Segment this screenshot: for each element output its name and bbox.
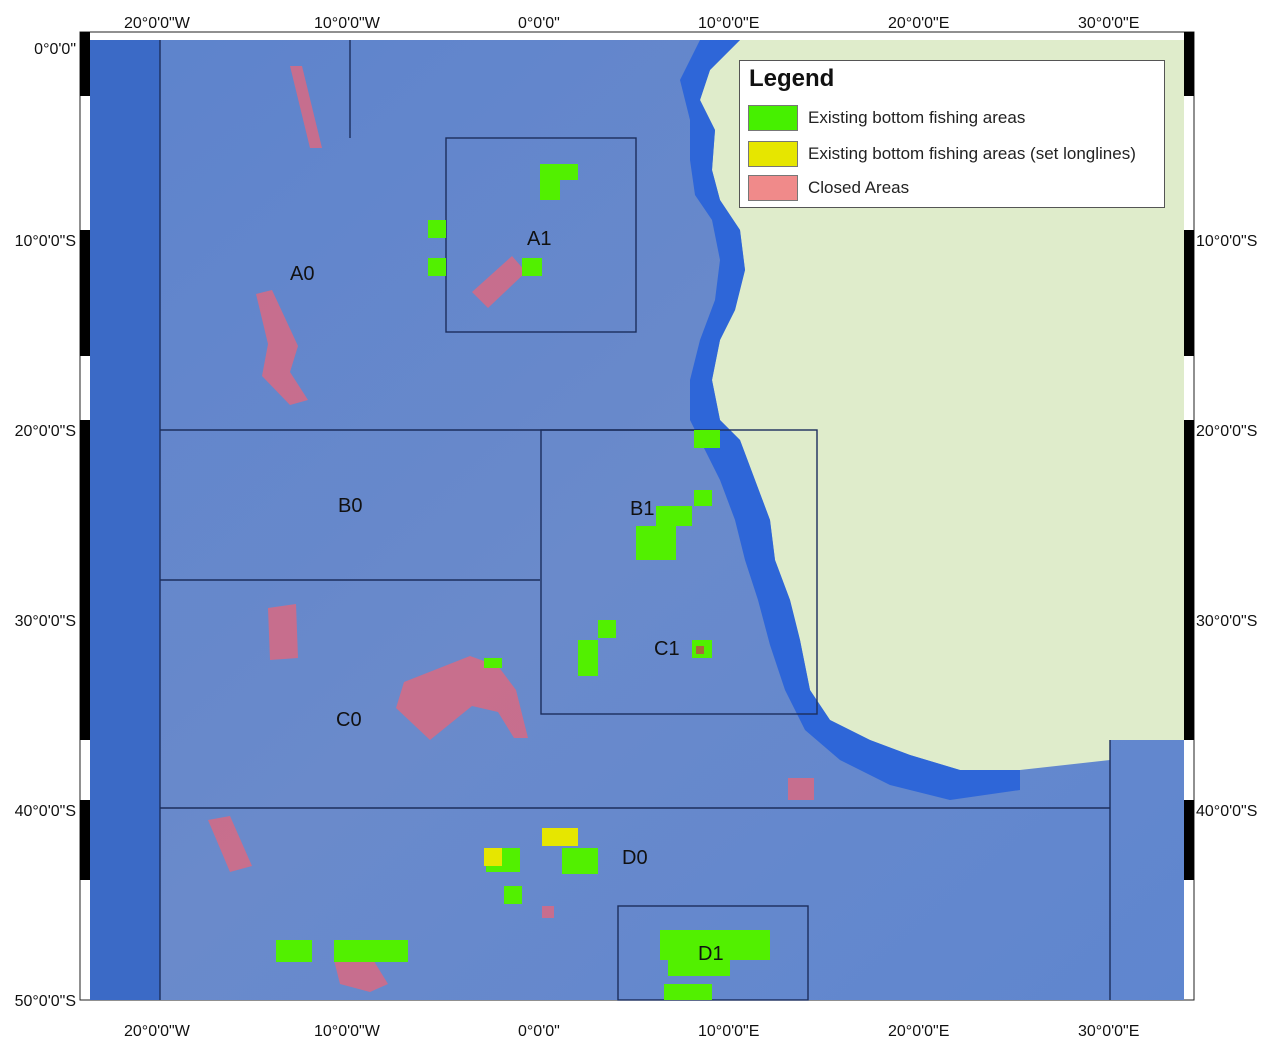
top-axis-label: 10°0'0"E bbox=[698, 15, 759, 32]
legend-label: Closed Areas bbox=[808, 178, 910, 197]
closed-area bbox=[788, 778, 814, 800]
top-axis-label: 0°0'0" bbox=[518, 15, 560, 32]
closed-area bbox=[472, 256, 526, 308]
area-label-a0: A0 bbox=[290, 263, 314, 285]
longline-fishing-area bbox=[542, 828, 578, 846]
bottom-fishing-area bbox=[540, 164, 578, 200]
left-axis-label: 10°0'0"S bbox=[15, 233, 76, 250]
closed-area bbox=[396, 656, 528, 740]
bottom-fishing-area bbox=[562, 848, 598, 874]
bottom-axis-label: 20°0'0"W bbox=[124, 1023, 191, 1040]
coastal-shelf bbox=[680, 40, 1020, 800]
right-axis-label: 30°0'0"S bbox=[1196, 613, 1257, 630]
legend-swatch bbox=[748, 175, 798, 201]
bottom-axis-label: 30°0'0"E bbox=[1078, 1023, 1139, 1040]
legend: Legend Existing bottom fishing areas Exi… bbox=[739, 60, 1165, 208]
legend-item-closed-areas: Closed Areas bbox=[748, 175, 1158, 203]
bottom-fishing-area bbox=[334, 940, 408, 962]
bottom-fishing-area bbox=[694, 430, 720, 448]
area-label-c1: C1 bbox=[654, 638, 680, 660]
land-africa bbox=[700, 40, 1184, 770]
legend-title: Legend bbox=[749, 65, 835, 92]
legend-item-longline-fishing: Existing bottom fishing areas (set longl… bbox=[748, 141, 1158, 169]
closed-area bbox=[208, 816, 252, 872]
bottom-fishing-area bbox=[598, 620, 616, 638]
area-label-b1: B1 bbox=[630, 498, 654, 520]
top-axis-label: 30°0'0"E bbox=[1078, 15, 1139, 32]
left-axis-label: 50°0'0"S bbox=[15, 993, 76, 1010]
closed-area bbox=[696, 646, 704, 654]
area-box-d1 bbox=[617, 905, 809, 1001]
bottom-axis-label: 10°0'0"W bbox=[314, 1023, 381, 1040]
legend-label: Existing bottom fishing areas bbox=[808, 108, 1026, 127]
bottom-fishing-area bbox=[660, 930, 770, 976]
bottom-fishing-area bbox=[428, 220, 446, 238]
closed-area bbox=[268, 604, 298, 660]
bottom-fishing-area bbox=[522, 258, 542, 276]
left-axis-label: 40°0'0"S bbox=[15, 803, 76, 820]
area-label-b0: B0 bbox=[338, 495, 362, 517]
area-label-c0: C0 bbox=[336, 709, 362, 731]
legend-swatch bbox=[748, 141, 798, 167]
bottom-fishing-area bbox=[578, 640, 598, 676]
bottom-axis-label: 0°0'0" bbox=[518, 1023, 560, 1040]
closed-area bbox=[256, 290, 308, 405]
bottom-fishing-area bbox=[636, 506, 692, 560]
bottom-axis-label: 10°0'0"E bbox=[698, 1023, 759, 1040]
area-box-b1-c1 bbox=[540, 429, 818, 715]
top-axis-label: 10°0'0"W bbox=[314, 15, 381, 32]
legend-swatch bbox=[748, 105, 798, 131]
bottom-fishing-area bbox=[276, 940, 312, 962]
top-axis-label: 20°0'0"W bbox=[124, 15, 191, 32]
legend-item-bottom-fishing: Existing bottom fishing areas bbox=[748, 105, 1158, 133]
right-axis-label: 10°0'0"S bbox=[1196, 233, 1257, 250]
right-axis-label: 20°0'0"S bbox=[1196, 423, 1257, 440]
left-axis-label: 0°0'0" bbox=[34, 41, 76, 58]
closed-area bbox=[334, 958, 388, 992]
legend-label: Existing bottom fishing areas (set longl… bbox=[808, 144, 1136, 163]
bottom-fishing-area bbox=[504, 886, 522, 904]
right-axis-label: 40°0'0"S bbox=[1196, 803, 1257, 820]
left-axis-label: 20°0'0"S bbox=[15, 423, 76, 440]
left-axis-label: 30°0'0"S bbox=[15, 613, 76, 630]
area-label-a1: A1 bbox=[527, 228, 551, 250]
bottom-fishing-area bbox=[664, 984, 712, 1000]
area-label-d0: D0 bbox=[622, 847, 648, 869]
area-label-d1: D1 bbox=[698, 943, 724, 965]
bottom-fishing-area bbox=[484, 658, 502, 668]
longline-fishing-area bbox=[484, 848, 502, 866]
closed-area bbox=[542, 906, 554, 918]
bottom-axis-label: 20°0'0"E bbox=[888, 1023, 949, 1040]
top-axis-label: 20°0'0"E bbox=[888, 15, 949, 32]
western-deep-strip bbox=[90, 40, 160, 1000]
closed-area bbox=[290, 66, 322, 148]
bottom-fishing-area bbox=[428, 258, 446, 276]
bottom-fishing-area bbox=[694, 490, 712, 506]
